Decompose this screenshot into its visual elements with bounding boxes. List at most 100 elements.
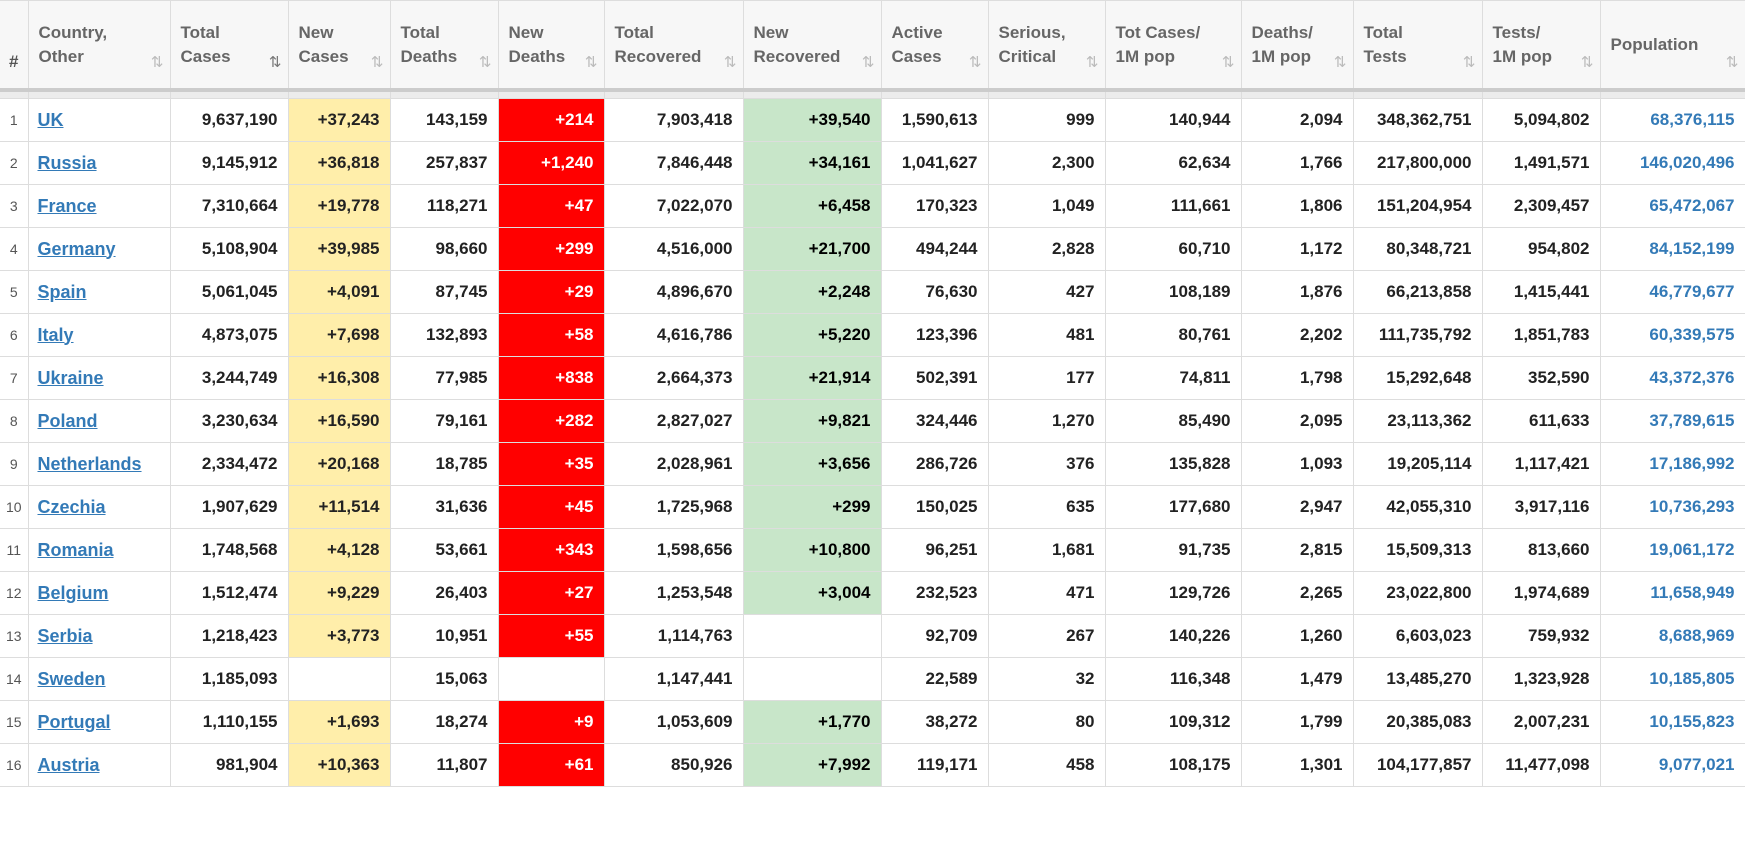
header-label-line2: 1M pop [1492, 46, 1553, 66]
column-header-deaths-per-million[interactable]: Deaths/1M pop ⇅ [1241, 0, 1354, 92]
column-header-new-cases[interactable]: New Cases ⇅ [288, 0, 391, 92]
country-link[interactable]: Italy [37, 324, 74, 345]
cell-population: 65,472,067 [1600, 184, 1745, 228]
cell-rank: 8 [0, 399, 29, 443]
cell-new-cases: +1,693 [288, 700, 391, 744]
cell-new-deaths: +55 [498, 614, 605, 658]
header-label-line2: Deaths [508, 46, 566, 66]
country-link[interactable]: UK [37, 109, 64, 130]
cell-active-cases: 170,323 [881, 184, 989, 228]
sort-arrows-icon[interactable]: ⇅ [1580, 54, 1593, 71]
header-label-line2: Critical [998, 46, 1057, 66]
table-header: # Country, Other ⇅ Total Cases ⇅ New Cases ⇅ Total… [0, 0, 1745, 92]
column-header-population[interactable]: Population ⇅ [1600, 0, 1745, 92]
cell-population: 9,077,021 [1600, 743, 1745, 787]
column-header-new-recovered[interactable]: New Recovered ⇅ [743, 0, 882, 92]
cell-new-cases: +3,773 [288, 614, 391, 658]
country-link[interactable]: Russia [37, 152, 97, 173]
country-link[interactable]: Czechia [37, 496, 106, 517]
cell-cases-per-m: 140,226 [1105, 614, 1242, 658]
country-link[interactable]: Belgium [37, 582, 109, 603]
sort-arrows-icon[interactable]: ⇅ [478, 54, 491, 71]
cell-cases-per-m: 80,761 [1105, 313, 1242, 357]
cell-total-cases: 1,512,474 [170, 571, 289, 615]
spacer-cell [0, 90, 29, 99]
column-header-new-deaths[interactable]: New Deaths ⇅ [498, 0, 605, 92]
sort-arrows-icon[interactable]: ⇅ [861, 54, 874, 71]
cell-population: 84,152,199 [1600, 227, 1745, 271]
cell-cases-per-m: 60,710 [1105, 227, 1242, 271]
cell-tests-per-m: 2,007,231 [1482, 700, 1601, 744]
spacer-cell [988, 90, 1106, 99]
cell-new-recovered: +9,821 [743, 399, 882, 443]
cell-new-deaths: +29 [498, 270, 605, 314]
country-link[interactable]: Portugal [37, 711, 111, 732]
column-header-tests-per-million[interactable]: Tests/1M pop ⇅ [1482, 0, 1601, 92]
sort-arrows-icon[interactable]: ⇅ [1333, 54, 1346, 71]
cell-total-cases: 1,748,568 [170, 528, 289, 572]
cell-deaths-per-m: 2,947 [1241, 485, 1354, 529]
spacer-cell [498, 90, 605, 99]
cell-cases-per-m: 108,189 [1105, 270, 1242, 314]
sort-arrows-icon[interactable]: ⇅ [1221, 54, 1234, 71]
country-link[interactable]: France [37, 195, 97, 216]
sort-arrows-icon[interactable]: ⇅ [1462, 54, 1475, 71]
country-link[interactable]: Austria [37, 754, 100, 775]
cell-new-deaths: +58 [498, 313, 605, 357]
cell-deaths-per-m: 1,806 [1241, 184, 1354, 228]
sort-arrows-icon[interactable]: ⇅ [370, 54, 383, 71]
cell-total-recovered: 2,827,027 [604, 399, 744, 443]
spacer-cell [1482, 90, 1601, 99]
cell-total-deaths: 10,951 [390, 614, 499, 658]
spacer-cell [604, 90, 744, 99]
column-header-country[interactable]: Country, Other ⇅ [28, 0, 171, 92]
country-link[interactable]: Netherlands [37, 453, 142, 474]
cell-total-cases: 1,185,093 [170, 657, 289, 701]
sort-arrows-icon[interactable]: ⇅ [968, 54, 981, 71]
cell-new-cases: +39,985 [288, 227, 391, 271]
cell-rank: 2 [0, 141, 29, 185]
sort-arrows-icon[interactable]: ⇅ [723, 54, 736, 71]
cell-country: Serbia [28, 614, 171, 658]
sort-arrows-icon[interactable]: ⇅ [1085, 54, 1098, 71]
country-link[interactable]: Germany [37, 238, 116, 259]
cell-total-deaths: 79,161 [390, 399, 499, 443]
sort-arrows-icon[interactable]: ⇅ [268, 54, 281, 71]
column-header-total-deaths[interactable]: Total Deaths ⇅ [390, 0, 499, 92]
header-row: # Country, Other ⇅ Total Cases ⇅ New Cases ⇅ Total… [0, 0, 1745, 92]
country-link[interactable]: Ukraine [37, 367, 104, 388]
cell-rank: 12 [0, 571, 29, 615]
cell-total-cases: 1,218,423 [170, 614, 289, 658]
country-link[interactable]: Sweden [37, 668, 106, 689]
cell-tests-per-m: 1,323,928 [1482, 657, 1601, 701]
table-row: 12 Belgium 1,512,474 +9,229 26,403 +27 1,253,5… [0, 571, 1745, 615]
sort-arrows-icon[interactable]: ⇅ [1725, 54, 1738, 71]
cell-new-cases: +10,363 [288, 743, 391, 787]
column-header-serious-critical[interactable]: Serious, Critical ⇅ [988, 0, 1106, 92]
column-header-total-recovered[interactable]: Total Recovered ⇅ [604, 0, 744, 92]
cell-country: Russia [28, 141, 171, 185]
country-link[interactable]: Poland [37, 410, 98, 431]
cell-tests-per-m: 1,415,441 [1482, 270, 1601, 314]
country-link[interactable]: Serbia [37, 625, 93, 646]
cell-serious: 2,300 [988, 141, 1106, 185]
cell-deaths-per-m: 1,766 [1241, 141, 1354, 185]
column-header-cases-per-million[interactable]: Tot Cases/1M pop ⇅ [1105, 0, 1242, 92]
column-header-total-tests[interactable]: Total Tests ⇅ [1353, 0, 1483, 92]
cell-population: 146,020,496 [1600, 141, 1745, 185]
cell-total-cases: 5,061,045 [170, 270, 289, 314]
cell-cases-per-m: 74,811 [1105, 356, 1242, 400]
cell-total-recovered: 1,253,548 [604, 571, 744, 615]
sort-arrows-icon[interactable]: ⇅ [150, 54, 163, 71]
cell-new-deaths: +47 [498, 184, 605, 228]
country-link[interactable]: Romania [37, 539, 114, 560]
cell-serious: 1,681 [988, 528, 1106, 572]
sort-arrows-icon[interactable]: ⇅ [584, 54, 597, 71]
column-header-label: Tot Cases/1M pop [1116, 21, 1201, 69]
cell-country: UK [28, 98, 171, 142]
column-header-active-cases[interactable]: Active Cases ⇅ [881, 0, 989, 92]
cell-total-tests: 6,603,023 [1353, 614, 1483, 658]
column-header-total-cases[interactable]: Total Cases ⇅ [170, 0, 289, 92]
cell-country: Czechia [28, 485, 171, 529]
country-link[interactable]: Spain [37, 281, 87, 302]
